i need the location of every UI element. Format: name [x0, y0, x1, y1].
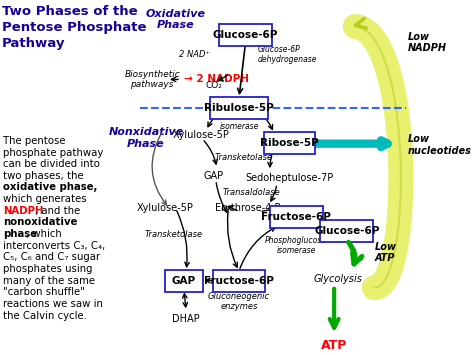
Text: , and the: , and the: [35, 206, 80, 216]
FancyBboxPatch shape: [165, 270, 203, 291]
Text: Transketolase: Transketolase: [145, 230, 202, 239]
Text: oxidative phase,: oxidative phase,: [3, 182, 97, 192]
Text: DHAP: DHAP: [173, 315, 200, 324]
Text: Oxidative
Phase: Oxidative Phase: [146, 9, 206, 31]
FancyBboxPatch shape: [212, 270, 265, 291]
Text: Glucose-6P: Glucose-6P: [314, 226, 380, 236]
Text: Glucose-6P
dehydrogenase: Glucose-6P dehydrogenase: [258, 45, 318, 64]
Text: reactions we saw in: reactions we saw in: [3, 299, 103, 309]
FancyBboxPatch shape: [320, 220, 374, 242]
Text: Phosphoglucose
isomerase: Phosphoglucose isomerase: [265, 236, 327, 255]
Text: Low
nucleotides: Low nucleotides: [408, 134, 472, 155]
Text: Biosynthetic
pathways: Biosynthetic pathways: [124, 70, 180, 89]
Text: The pentose: The pentose: [3, 136, 65, 146]
Text: Ribulose-5P
isomerase: Ribulose-5P isomerase: [217, 112, 262, 131]
Text: , which: , which: [26, 229, 62, 239]
Text: which generates: which generates: [3, 194, 87, 204]
Text: Transaldolase: Transaldolase: [223, 188, 281, 197]
Text: NADPH: NADPH: [3, 206, 43, 216]
FancyBboxPatch shape: [264, 132, 315, 154]
Text: phase: phase: [3, 229, 37, 239]
Text: ATP: ATP: [321, 339, 347, 352]
Text: → 2 NADPH: → 2 NADPH: [184, 75, 249, 84]
FancyBboxPatch shape: [210, 97, 267, 119]
Text: Ribulose-5P: Ribulose-5P: [204, 103, 274, 113]
Text: phosphate pathway: phosphate pathway: [3, 148, 103, 158]
Text: Xylulose-5P: Xylulose-5P: [173, 130, 229, 140]
Text: GAP: GAP: [203, 171, 224, 181]
Text: Low
NADPH: Low NADPH: [408, 32, 447, 53]
Text: 2 NAD⁺: 2 NAD⁺: [179, 50, 210, 59]
Text: nonoxidative: nonoxidative: [3, 217, 77, 228]
Text: can be divided into: can be divided into: [3, 159, 100, 169]
Text: Ribose-5P: Ribose-5P: [260, 138, 319, 148]
Text: "carbon shuffle": "carbon shuffle": [3, 287, 85, 297]
Text: Two Phases of the
Pentose Phosphate
Pathway: Two Phases of the Pentose Phosphate Path…: [2, 5, 146, 50]
Text: many of the same: many of the same: [3, 275, 95, 286]
Text: Nonxidative
Phase: Nonxidative Phase: [108, 127, 183, 149]
Text: phosphates using: phosphates using: [3, 264, 92, 274]
Text: Glucose-6P: Glucose-6P: [213, 30, 278, 40]
Text: Sedoheptulose-7P: Sedoheptulose-7P: [246, 173, 334, 183]
Text: two phases, the: two phases, the: [3, 171, 83, 181]
Text: interconverts C₃, C₄,: interconverts C₃, C₄,: [3, 241, 105, 251]
Text: Fructose-6P: Fructose-6P: [261, 212, 331, 222]
Text: Fructose-6P: Fructose-6P: [204, 275, 274, 285]
Text: CO₂: CO₂: [205, 81, 222, 90]
Text: Low
ATP: Low ATP: [374, 241, 396, 263]
FancyBboxPatch shape: [270, 206, 322, 228]
Text: Xylulose-5P: Xylulose-5P: [137, 203, 193, 213]
Text: Transketolase: Transketolase: [214, 153, 272, 162]
FancyBboxPatch shape: [219, 24, 272, 46]
Text: C₅, C₆ and C₇ sugar: C₅, C₆ and C₇ sugar: [3, 252, 100, 262]
Text: Glycolysis: Glycolysis: [314, 273, 363, 284]
Text: Erythrose-4 P: Erythrose-4 P: [215, 203, 280, 213]
Text: the Calvin cycle.: the Calvin cycle.: [3, 311, 87, 321]
Text: GAP: GAP: [172, 275, 196, 285]
Text: Gluconeogenic
enzymes: Gluconeogenic enzymes: [208, 292, 270, 311]
